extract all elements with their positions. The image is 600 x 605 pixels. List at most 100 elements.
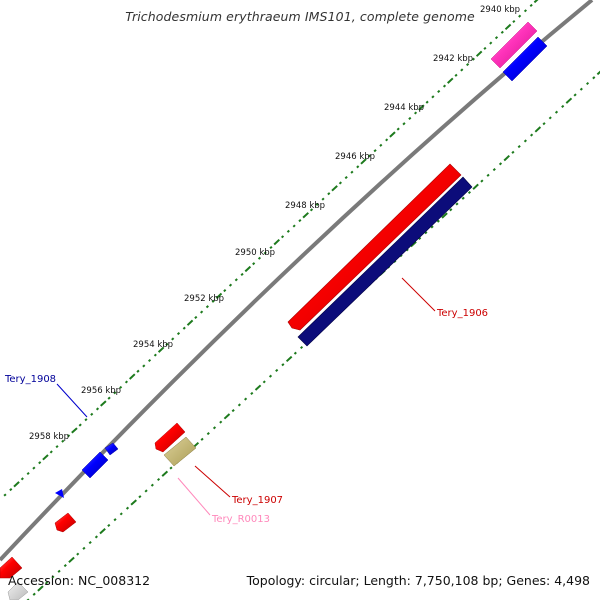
- major-tick: [389, 131, 396, 138]
- minor-tick: [138, 495, 142, 499]
- major-tick: [273, 238, 280, 246]
- minor-tick: [250, 391, 254, 395]
- minor-tick: [494, 36, 499, 40]
- tery-1908-label[interactable]: Tery_1908: [4, 374, 56, 385]
- major-tick: [565, 97, 573, 104]
- rna-feature-edge[interactable]: [7, 581, 29, 601]
- major-tick: [475, 50, 483, 57]
- minor-tick: [518, 14, 522, 18]
- major-tick: [533, 0, 539, 4]
- minor-tick: [437, 89, 441, 94]
- minor-tick: [200, 437, 204, 441]
- forward-gene-feature[interactable]: [54, 512, 77, 533]
- minor-tick: [55, 445, 59, 449]
- tick-row-outer: [3, 0, 539, 497]
- major-tick: [68, 556, 75, 563]
- major-tick: [42, 454, 49, 461]
- scale-label: 2948 kbp: [285, 201, 325, 211]
- minor-tick: [32, 466, 36, 470]
- minor-tick: [38, 461, 42, 465]
- minor-tick: [76, 552, 80, 556]
- minor-tick: [436, 219, 440, 223]
- major-tick: [503, 154, 510, 162]
- minor-tick: [107, 396, 111, 400]
- tery-1907-gene[interactable]: [154, 422, 186, 453]
- minor-tick: [530, 133, 534, 137]
- minor-tick: [554, 110, 559, 114]
- minor-tick: [309, 208, 314, 212]
- major-tick: [534, 126, 542, 133]
- tery-1906-gene[interactable]: [287, 163, 462, 331]
- minor-tick: [517, 145, 521, 149]
- minor-tick: [150, 483, 154, 487]
- minor-tick: [492, 168, 496, 172]
- minor-tick: [153, 353, 157, 357]
- minor-tick: [176, 332, 181, 336]
- minor-tick: [449, 208, 453, 212]
- reverse-gene-tiny[interactable]: [55, 489, 64, 498]
- minor-tick: [529, 3, 533, 7]
- scale-label: 2946 kbp: [335, 152, 375, 162]
- reverse-gene-feature[interactable]: [502, 36, 548, 82]
- minor-tick: [219, 420, 223, 424]
- major-tick: [302, 212, 309, 219]
- major-tick: [13, 481, 20, 488]
- minor-tick: [194, 315, 198, 320]
- minor-tick: [298, 219, 302, 223]
- pseudo-gene-feature[interactable]: [490, 21, 538, 69]
- genome-title: Trichodesmium erythraeum IMS101, complet…: [125, 9, 475, 24]
- minor-tick: [523, 9, 528, 13]
- minor-tick: [136, 369, 140, 373]
- major-tick: [100, 400, 107, 407]
- scale-label: 2952 kbp: [184, 294, 224, 304]
- minor-tick: [84, 418, 88, 422]
- minor-tick: [200, 310, 204, 314]
- tery-1907-label[interactable]: Tery_1907: [231, 495, 283, 506]
- minor-tick: [90, 412, 94, 416]
- minor-tick: [418, 236, 422, 240]
- tery-1906-label[interactable]: Tery_1906: [436, 308, 488, 319]
- minor-tick: [483, 46, 487, 50]
- minor-tick: [542, 122, 546, 126]
- minor-tick: [373, 149, 377, 153]
- scale-label: 2940 kbp: [480, 5, 520, 15]
- minor-tick: [579, 87, 583, 91]
- minor-tick: [268, 374, 273, 378]
- minor-tick: [548, 116, 552, 120]
- minor-tick: [269, 245, 273, 250]
- reverse-gene-small[interactable]: [104, 442, 119, 456]
- tery-r0013-label[interactable]: Tery_R0013: [211, 514, 270, 525]
- tery-1906-cds[interactable]: [297, 176, 473, 347]
- minor-tick: [344, 175, 348, 180]
- scale-label: 2958 kbp: [29, 432, 69, 442]
- minor-tick: [573, 93, 577, 97]
- minor-tick: [281, 363, 285, 367]
- minor-tick: [32, 592, 36, 596]
- minor-tick: [237, 403, 241, 407]
- minor-tick: [263, 251, 267, 255]
- minor-tick: [500, 30, 504, 34]
- minor-tick: [338, 181, 342, 185]
- minor-tick: [63, 564, 67, 568]
- minor-tick: [414, 111, 418, 115]
- minor-tick: [405, 248, 409, 252]
- tery-r0013-rna[interactable]: [163, 436, 197, 467]
- minor-tick: [489, 41, 493, 45]
- minor-tick: [523, 139, 527, 143]
- major-tick: [186, 319, 194, 326]
- minor-tick: [148, 358, 152, 363]
- minor-tick: [88, 541, 92, 545]
- tery-1908-gene[interactable]: [81, 451, 109, 479]
- minor-tick: [431, 95, 435, 99]
- accession-text: Accession: NC_008312: [8, 573, 151, 588]
- minor-tick: [26, 471, 30, 476]
- minor-tick: [82, 546, 86, 550]
- minor-tick: [292, 224, 296, 228]
- minor-tick: [356, 165, 360, 169]
- minor-tick: [113, 518, 117, 522]
- minor-tick: [51, 575, 55, 579]
- minor-tick: [61, 439, 65, 443]
- forward-gene-edge[interactable]: [0, 556, 23, 579]
- major-tick: [360, 158, 367, 165]
